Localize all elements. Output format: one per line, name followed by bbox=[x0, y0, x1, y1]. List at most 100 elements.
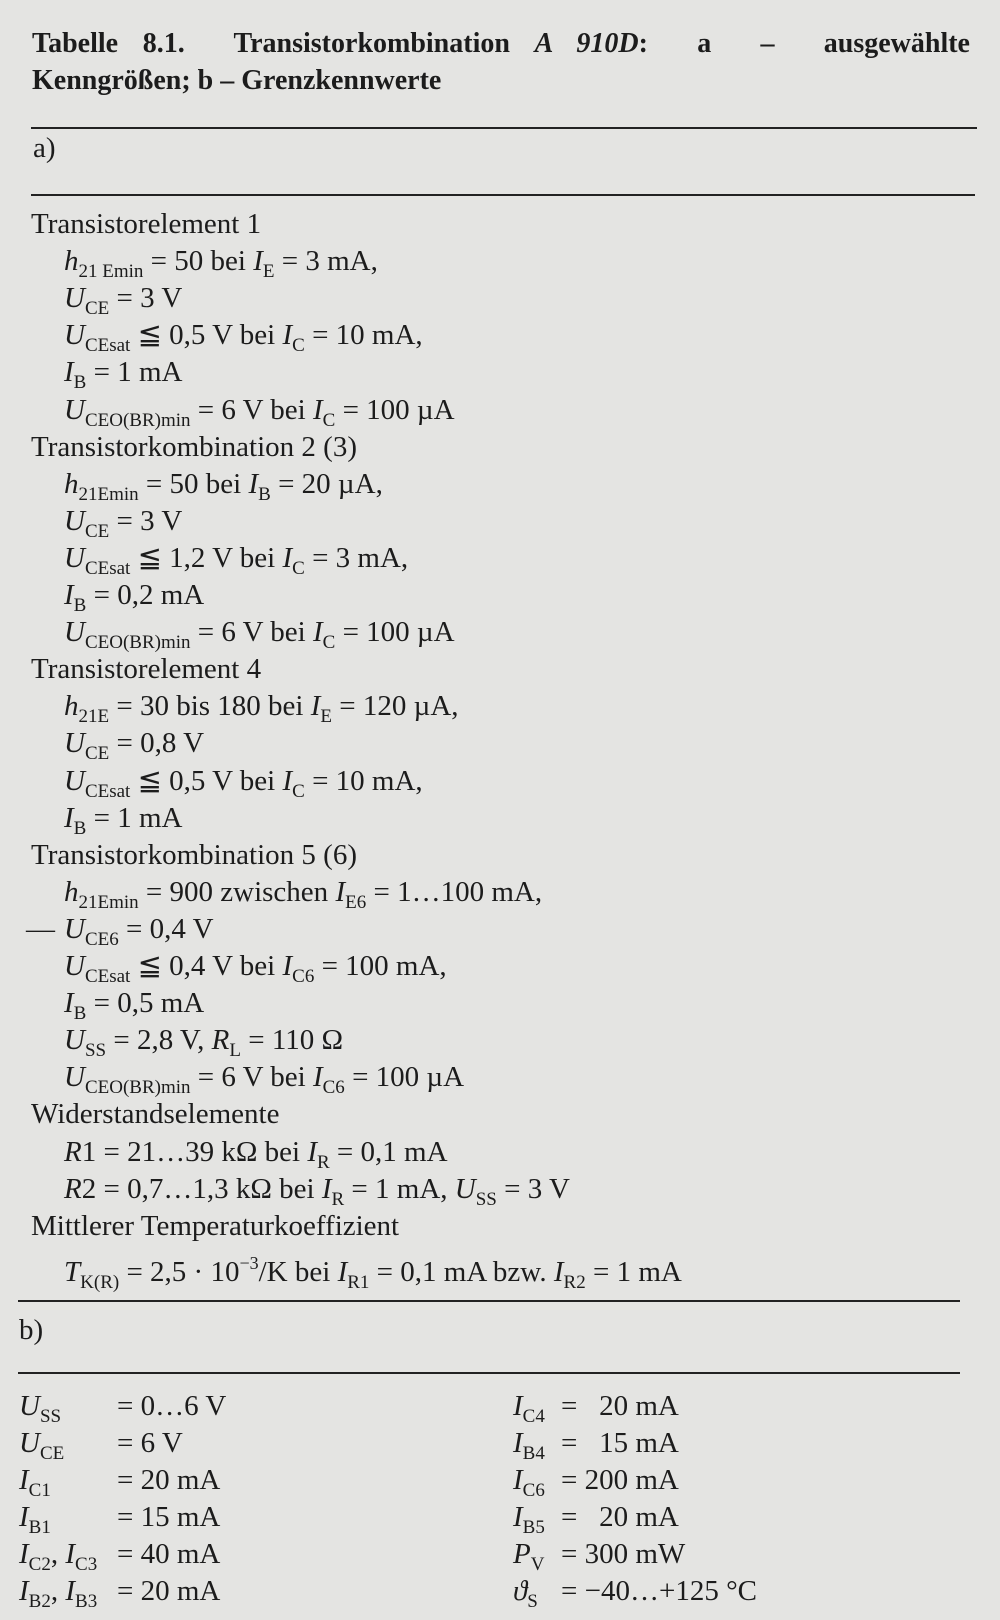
text-segment: C bbox=[292, 780, 305, 802]
text-segment: Tabelle 8.1. Transistorkombination bbox=[32, 28, 535, 59]
limit-row: IB5 = 20 mA bbox=[513, 1499, 679, 1546]
text-segment: = 100 µA bbox=[335, 616, 455, 649]
table-caption-line-2: Kenngrößen; b – Grenzkennwerte bbox=[32, 65, 441, 97]
parameter-line: IB = 0,2 mA bbox=[64, 577, 204, 624]
parameter-line: R1 = 21…39 kΩ bei IR = 0,1 mA bbox=[64, 1134, 448, 1181]
limit-symbol: ϑS bbox=[513, 1573, 561, 1620]
group-heading: Transistorkombination 5 (6) bbox=[31, 837, 357, 873]
parameter-line: UCE = 0,8 V bbox=[64, 725, 204, 772]
text-segment: U bbox=[454, 1172, 476, 1205]
text-segment: U bbox=[64, 764, 85, 797]
text-segment: U bbox=[19, 1427, 40, 1459]
text-segment: Transistorelement 4 bbox=[31, 653, 262, 686]
text-segment: I bbox=[248, 467, 259, 500]
rule-b bbox=[18, 1372, 960, 1374]
text-segment: 2 = 0,7…1,3 kΩ bei bbox=[81, 1172, 322, 1205]
text-segment: I bbox=[312, 616, 323, 649]
text-segment: = 0,4 V bbox=[118, 912, 214, 945]
text-segment: CE bbox=[84, 743, 110, 765]
text-segment: I bbox=[312, 393, 323, 426]
text-segment: = 3 V bbox=[109, 504, 183, 537]
group-heading: Transistorelement 1 bbox=[31, 206, 261, 242]
text-segment: V bbox=[530, 1554, 545, 1575]
limit-symbol: IB1 bbox=[19, 1499, 117, 1546]
limit-symbol: IC1 bbox=[19, 1462, 117, 1509]
text-segment: = 1 mA, bbox=[344, 1172, 455, 1205]
text-segment: SS bbox=[475, 1188, 497, 1210]
parameter-line: R2 = 0,7…1,3 kΩ bei IR = 1 mA, USS = 3 V bbox=[64, 1171, 570, 1218]
parameter-line: h21Emin = 50 bei IB = 20 µA, bbox=[64, 466, 383, 513]
text-segment: B bbox=[73, 817, 87, 839]
text-segment: = 0,2 mA bbox=[86, 579, 205, 611]
text-segment: R bbox=[211, 1024, 230, 1057]
group-heading: Widerstandselemente bbox=[31, 1096, 279, 1132]
text-segment: U bbox=[64, 282, 85, 315]
limit-symbol: USS bbox=[19, 1388, 117, 1435]
text-segment: E bbox=[262, 261, 275, 283]
rule-a-end bbox=[18, 1300, 960, 1302]
text-segment: = 10 mA, bbox=[304, 764, 423, 797]
group-heading: Transistorelement 4 bbox=[31, 651, 261, 687]
text-segment: ≦ 0,5 V bei bbox=[130, 764, 283, 797]
text-segment: B1 bbox=[28, 1517, 51, 1538]
text-segment: h bbox=[64, 467, 79, 500]
text-segment: C2 bbox=[28, 1554, 51, 1575]
group-heading: Mittlerer Temperaturkoeffizient bbox=[31, 1208, 399, 1244]
text-segment: C1 bbox=[28, 1480, 51, 1501]
limit-row: PV = 300 mW bbox=[513, 1536, 685, 1583]
text-segment: = 0,1 mA bbox=[329, 1135, 448, 1168]
text-segment: C3 bbox=[75, 1554, 98, 1575]
limit-row: IC1 = 20 mA bbox=[19, 1462, 220, 1509]
text-segment: = 0,8 V bbox=[109, 727, 205, 760]
text-segment: I bbox=[513, 1464, 523, 1496]
text-segment: I bbox=[513, 1427, 523, 1459]
text-segment: I bbox=[64, 801, 74, 834]
limit-symbol: IC4 bbox=[513, 1388, 561, 1435]
text-segment: = 0,5 mA bbox=[86, 987, 205, 1020]
text-segment: Transistorelement 1 bbox=[31, 208, 262, 240]
text-segment: = 1 mA bbox=[86, 356, 183, 389]
text-segment: C bbox=[322, 632, 336, 654]
text-segment: CEsat bbox=[84, 966, 131, 987]
text-segment: R2 bbox=[563, 1271, 586, 1293]
limit-value: = 15 mA bbox=[561, 1427, 679, 1459]
text-segment: h bbox=[64, 690, 79, 723]
text-segment: 21Emin bbox=[78, 891, 139, 913]
text-segment: /K bei bbox=[258, 1255, 338, 1288]
text-segment: U bbox=[64, 616, 85, 649]
parameter-line: UCE = 3 V bbox=[64, 280, 182, 327]
text-segment: I bbox=[65, 1538, 76, 1570]
text-segment: I bbox=[19, 1575, 29, 1607]
text-segment: Mittlerer Temperaturkoeffizient bbox=[31, 1209, 400, 1242]
parameter-line: UCEO(BR)min = 6 V bei IC = 100 µA bbox=[64, 614, 455, 661]
text-segment: CE bbox=[84, 298, 110, 320]
text-segment: CEsat bbox=[84, 780, 131, 802]
parameter-line: UCEsat ≦ 0,5 V bei IC = 10 mA, bbox=[64, 763, 423, 810]
text-segment: I bbox=[282, 950, 293, 982]
text-segment: U bbox=[19, 1390, 40, 1422]
text-segment: C6 bbox=[322, 1077, 345, 1099]
text-segment: E6 bbox=[345, 891, 367, 913]
text-segment: T bbox=[64, 1255, 81, 1288]
text-segment: 21Emin bbox=[78, 483, 139, 505]
text-segment: I bbox=[321, 1172, 332, 1205]
text-segment: U bbox=[64, 912, 85, 945]
parameter-line: IB = 1 mA bbox=[64, 800, 182, 847]
text-segment: CE6 bbox=[84, 928, 119, 950]
text-segment: Widerstandselemente bbox=[31, 1098, 280, 1131]
parameter-line: TK(R) = 2,5 · 10−3/K bei IR1 = 0,1 mA bz… bbox=[64, 1245, 682, 1301]
limit-value: = 15 mA bbox=[117, 1501, 221, 1533]
parameter-line: — UCE6 = 0,4 V bbox=[26, 911, 214, 958]
text-segment: U bbox=[64, 319, 85, 352]
parameter-line: IB = 0,5 mA bbox=[64, 985, 204, 1032]
text-segment: I bbox=[513, 1501, 523, 1533]
text-segment: I bbox=[64, 579, 74, 611]
text-segment: U bbox=[64, 1061, 85, 1094]
text-segment: B bbox=[73, 372, 87, 394]
limit-row: IC2, IC3 = 40 mA bbox=[19, 1536, 220, 1583]
text-segment: E bbox=[320, 706, 333, 728]
limit-value: = 300 mW bbox=[561, 1538, 686, 1570]
text-segment: = 120 µA, bbox=[332, 690, 459, 723]
text-segment: = 900 zwischen bbox=[138, 875, 336, 908]
rule-a bbox=[31, 194, 975, 196]
